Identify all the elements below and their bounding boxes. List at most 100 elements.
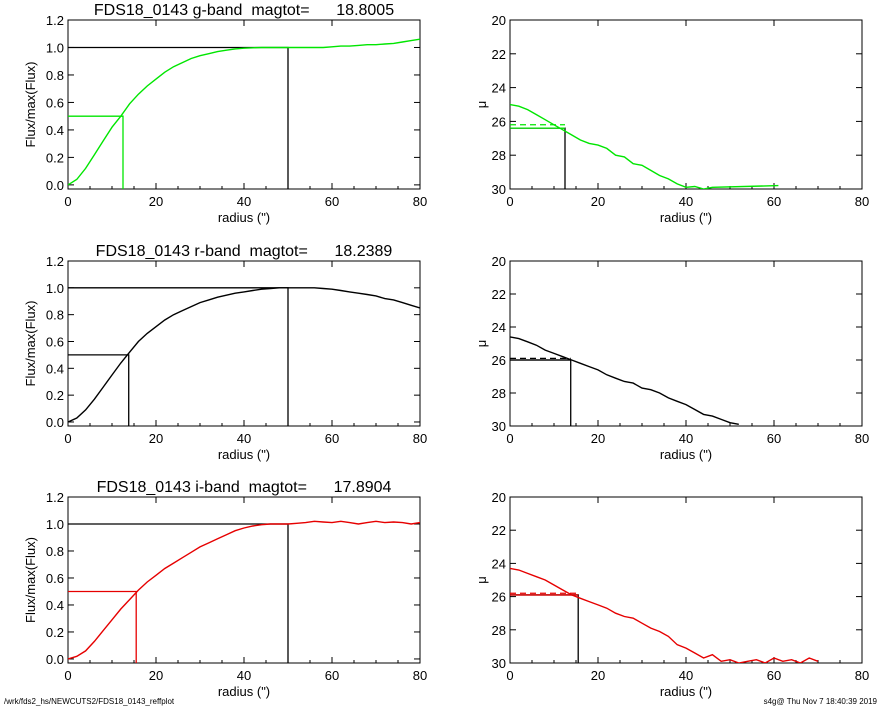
y-tick-label: 22 [492, 523, 506, 538]
y-axis-label: μ [474, 340, 489, 348]
x-tick-label: 60 [325, 194, 339, 209]
x-tick-label: 40 [679, 668, 693, 683]
y-tick-label: 0.6 [46, 334, 64, 349]
y-tick-label: 22 [492, 47, 506, 62]
x-tick-label: 0 [64, 431, 71, 446]
plot-frame [509, 260, 863, 427]
chart-panel-2: 0 20 40 60 80 20 22 24 26 28 30 radius (") μ [474, 13, 869, 225]
x-tick-label: 20 [591, 668, 605, 683]
half-light-radius-marker [68, 590, 137, 663]
x-tick-label: 80 [855, 668, 869, 683]
x-tick-label: 40 [237, 194, 251, 209]
y-tick-label: 30 [492, 419, 506, 434]
effective-radius-marker [510, 127, 566, 189]
effective-radius-marker [510, 594, 579, 663]
surface-brightness-profile-line [510, 103, 779, 189]
surface-brightness-profile-line [510, 336, 739, 425]
x-axis-label: radius (") [660, 210, 712, 225]
total-radius-marker [68, 287, 289, 426]
x-tick-label: 20 [591, 431, 605, 446]
y-axis-label: Flux/max(Flux) [23, 62, 38, 148]
y-tick-label: 0.2 [46, 150, 64, 165]
y-tick-label: 0.0 [46, 178, 64, 193]
chart-title: FDS18_0143 r-band magtot= 18.2389 [96, 243, 393, 260]
y-tick-label: 0.8 [46, 308, 64, 323]
half-light-radius-marker [68, 354, 130, 426]
y-tick-label: 30 [492, 656, 506, 671]
x-tick-label: 80 [413, 668, 427, 683]
y-tick-label: 0.2 [46, 388, 64, 403]
y-tick-label: 26 [492, 353, 506, 368]
x-tick-label: 40 [237, 431, 251, 446]
x-tick-label: 0 [506, 431, 513, 446]
x-tick-label: 60 [325, 668, 339, 683]
plot-frame [509, 19, 863, 190]
y-tick-label: 26 [492, 590, 506, 605]
y-tick-label: 20 [492, 490, 506, 505]
chart-title: FDS18_0143 g-band magtot= 18.8005 [94, 2, 394, 19]
y-tick-label: 24 [492, 556, 506, 571]
y-tick-label: 0.8 [46, 544, 64, 559]
x-tick-label: 20 [149, 668, 163, 683]
y-tick-label: 1.2 [46, 490, 64, 505]
y-tick-label: 1.0 [46, 281, 64, 296]
y-tick-label: 1.2 [46, 13, 64, 28]
y-tick-label: 0.8 [46, 68, 64, 83]
y-axis-label: Flux/max(Flux) [23, 537, 38, 623]
x-tick-label: 0 [506, 668, 513, 683]
x-tick-label: 80 [855, 431, 869, 446]
x-tick-label: 80 [413, 194, 427, 209]
x-tick-label: 40 [237, 668, 251, 683]
plot-area [68, 38, 420, 189]
chart-panel-4: 0 20 40 60 80 20 22 24 26 28 30 radius (") μ [474, 254, 869, 462]
y-tick-label: 1.0 [46, 40, 64, 55]
y-tick-label: 30 [492, 182, 506, 197]
x-tick-label: 20 [149, 431, 163, 446]
total-radius-marker [68, 46, 289, 189]
y-axis-label: μ [474, 101, 489, 109]
y-tick-label: 0.0 [46, 415, 64, 430]
x-tick-label: 60 [325, 431, 339, 446]
x-axis-label: radius (") [218, 684, 270, 699]
x-tick-label: 20 [149, 194, 163, 209]
y-tick-label: 1.0 [46, 517, 64, 532]
chart-title: FDS18_0143 i-band magtot= 17.8904 [97, 479, 392, 496]
x-tick-label: 0 [64, 668, 71, 683]
plot-area [68, 287, 420, 426]
y-tick-label: 0.0 [46, 652, 64, 667]
x-tick-label: 60 [767, 668, 781, 683]
half-light-radius-marker [68, 115, 124, 189]
plot-area [510, 567, 819, 663]
y-tick-label: 20 [492, 13, 506, 28]
x-axis-label: radius (") [660, 684, 712, 699]
y-tick-label: 0.6 [46, 95, 64, 110]
plot-frame [67, 260, 421, 427]
footer-timestamp: s4g@ Thu Nov 7 18:40:39 2019 [763, 697, 877, 706]
growth-curve-line [68, 520, 420, 660]
y-tick-label: 0.2 [46, 625, 64, 640]
y-tick-label: 24 [492, 320, 506, 335]
chart-panel-1: 0 20 40 60 80 0.0 0.2 0.4 0.6 0.8 1.0 1.2 radius (")… [23, 2, 427, 225]
plot-frame [509, 496, 863, 664]
plot-area [510, 103, 779, 189]
y-axis-label: Flux/max(Flux) [23, 301, 38, 387]
x-axis-label: radius (") [218, 447, 270, 462]
y-tick-label: 0.4 [46, 123, 64, 138]
y-tick-label: 0.4 [46, 598, 64, 613]
x-tick-label: 20 [591, 194, 605, 209]
chart-panel-5: 0 20 40 60 80 0.0 0.2 0.4 0.6 0.8 1.0 1.2 radius (")… [23, 479, 427, 699]
x-axis-label: radius (") [660, 447, 712, 462]
x-tick-label: 40 [679, 431, 693, 446]
y-tick-label: 20 [492, 254, 506, 269]
x-tick-label: 40 [679, 194, 693, 209]
x-axis-label: radius (") [218, 210, 270, 225]
y-tick-label: 1.2 [46, 254, 64, 269]
x-tick-label: 0 [506, 194, 513, 209]
surface-brightness-profile-line [510, 567, 819, 663]
y-tick-label: 0.6 [46, 571, 64, 586]
chart-panel-6: 0 20 40 60 80 20 22 24 26 28 30 radius (") μ [474, 490, 869, 699]
y-tick-label: 0.4 [46, 361, 64, 376]
y-axis-label: μ [474, 576, 489, 584]
plot-area [510, 336, 739, 426]
